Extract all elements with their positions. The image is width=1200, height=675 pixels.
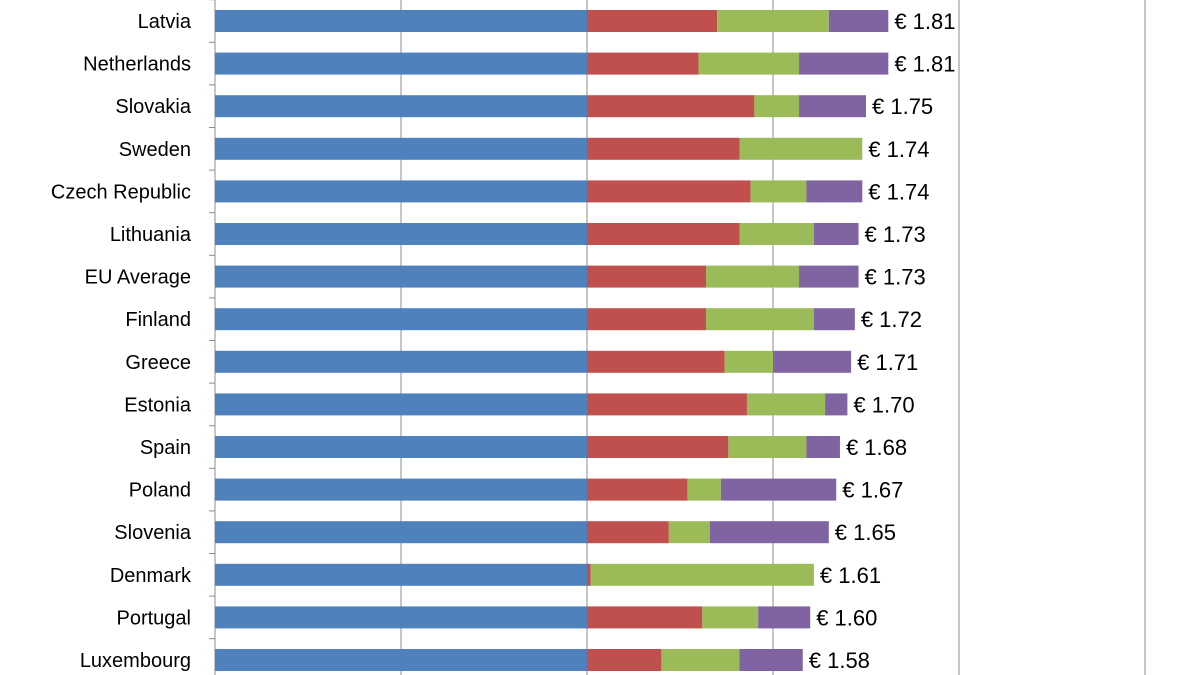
bar-segment-series-4 xyxy=(758,606,811,629)
bar-segment-series-3 xyxy=(668,521,710,544)
data-label: € 1.72 xyxy=(861,307,922,332)
bar-segment-series-4 xyxy=(806,436,840,458)
bar-segment-series-1 xyxy=(215,436,587,458)
bar-segment-series-1 xyxy=(215,308,587,331)
bar-segment-series-2 xyxy=(587,606,703,629)
bar-segment-series-4 xyxy=(813,308,855,331)
bar-segment-series-4 xyxy=(739,649,803,671)
data-label: € 1.61 xyxy=(820,563,881,588)
data-label: € 1.81 xyxy=(894,52,955,77)
bar-segment-series-1 xyxy=(215,180,587,203)
bar-segment-series-1 xyxy=(215,223,587,245)
bar-segment-series-1 xyxy=(215,649,587,671)
bar-segment-series-2 xyxy=(587,52,699,75)
bar-segment-series-2 xyxy=(587,521,669,544)
category-label: Portugal xyxy=(117,607,192,629)
category-label: Finland xyxy=(125,309,191,331)
bar-segment-series-4 xyxy=(825,393,848,416)
data-label: € 1.58 xyxy=(809,648,870,673)
bar-segment-series-1 xyxy=(215,563,587,586)
bar-segment-series-3 xyxy=(702,606,759,629)
bar-segment-series-2 xyxy=(587,10,718,32)
bar-segment-series-2 xyxy=(587,137,740,160)
bar-segment-series-3 xyxy=(687,478,721,501)
data-label: € 1.73 xyxy=(865,265,926,290)
category-label: Latvia xyxy=(138,11,192,33)
bar-segment-series-2 xyxy=(587,649,662,671)
category-label: EU Average xyxy=(85,267,191,289)
bar-segment-series-1 xyxy=(215,606,587,629)
bar-segment-series-1 xyxy=(215,95,587,118)
bar-segment-series-4 xyxy=(799,95,866,118)
bar-segment-series-1 xyxy=(215,478,587,501)
bar-segment-series-3 xyxy=(739,137,863,160)
data-label: € 1.67 xyxy=(842,478,903,503)
data-label: € 1.81 xyxy=(894,9,955,34)
bar-segment-series-1 xyxy=(215,137,587,160)
data-label: € 1.60 xyxy=(816,605,877,630)
category-label: Greece xyxy=(125,352,191,374)
category-label: Lithuania xyxy=(110,224,192,246)
data-label: € 1.74 xyxy=(868,179,929,204)
bar-segment-series-3 xyxy=(698,52,800,75)
bar-segment-series-1 xyxy=(215,10,587,32)
bar-segment-series-1 xyxy=(215,52,587,75)
category-label: Slovenia xyxy=(114,522,192,544)
bar-segment-series-2 xyxy=(587,563,591,586)
category-label: Sweden xyxy=(119,139,191,161)
bar-segment-series-1 xyxy=(215,393,587,416)
bar-segment-series-4 xyxy=(799,52,889,75)
bar-segment-series-1 xyxy=(215,350,587,373)
bar-segment-series-3 xyxy=(746,393,826,416)
category-label: Slovakia xyxy=(115,96,191,118)
bar-segment-series-3 xyxy=(728,436,807,458)
bar-segment-series-2 xyxy=(587,478,688,501)
category-label: Denmark xyxy=(110,565,192,587)
bar-segment-series-2 xyxy=(587,95,755,118)
bar-segment-series-3 xyxy=(717,10,829,32)
bar-segment-series-3 xyxy=(754,95,800,118)
bar-segment-series-3 xyxy=(661,649,740,671)
bar-segment-series-1 xyxy=(215,265,587,288)
data-label: € 1.68 xyxy=(846,435,907,460)
bar-segment-series-2 xyxy=(587,350,725,373)
bar-segment-series-4 xyxy=(799,265,859,288)
bar-segment-series-4 xyxy=(828,10,889,32)
bar-segment-series-2 xyxy=(587,393,747,416)
bar-segment-series-4 xyxy=(806,180,863,203)
bar-segment-series-4 xyxy=(720,478,837,501)
category-label: Netherlands xyxy=(83,54,191,76)
data-label: € 1.65 xyxy=(835,520,896,545)
bar-segment-series-4 xyxy=(813,223,859,245)
bar-segment-series-2 xyxy=(587,308,707,331)
bar-segment-series-2 xyxy=(587,436,729,458)
bar-segment-series-3 xyxy=(706,308,814,331)
data-label: € 1.74 xyxy=(868,137,929,162)
category-label: Spain xyxy=(140,437,191,459)
bar-segment-series-2 xyxy=(587,180,751,203)
category-label: Luxembourg xyxy=(80,650,191,672)
category-label: Estonia xyxy=(124,394,192,416)
bar-segment-series-2 xyxy=(587,223,740,245)
bar-segment-series-3 xyxy=(739,223,814,245)
data-label: € 1.75 xyxy=(872,94,933,119)
bar-segment-series-2 xyxy=(587,265,707,288)
bar-segment-series-4 xyxy=(709,521,829,544)
bar-segment-series-1 xyxy=(215,521,587,544)
bar-segment-series-4 xyxy=(773,350,852,373)
category-label: Poland xyxy=(129,480,191,502)
category-label: Czech Republic xyxy=(51,181,191,203)
bar-segment-series-3 xyxy=(590,563,814,586)
bar-segment-series-3 xyxy=(750,180,807,203)
bar-segment-series-3 xyxy=(706,265,800,288)
data-label: € 1.70 xyxy=(853,392,914,417)
data-label: € 1.71 xyxy=(857,350,918,375)
data-label: € 1.73 xyxy=(865,222,926,247)
bar-segment-series-3 xyxy=(724,350,773,373)
